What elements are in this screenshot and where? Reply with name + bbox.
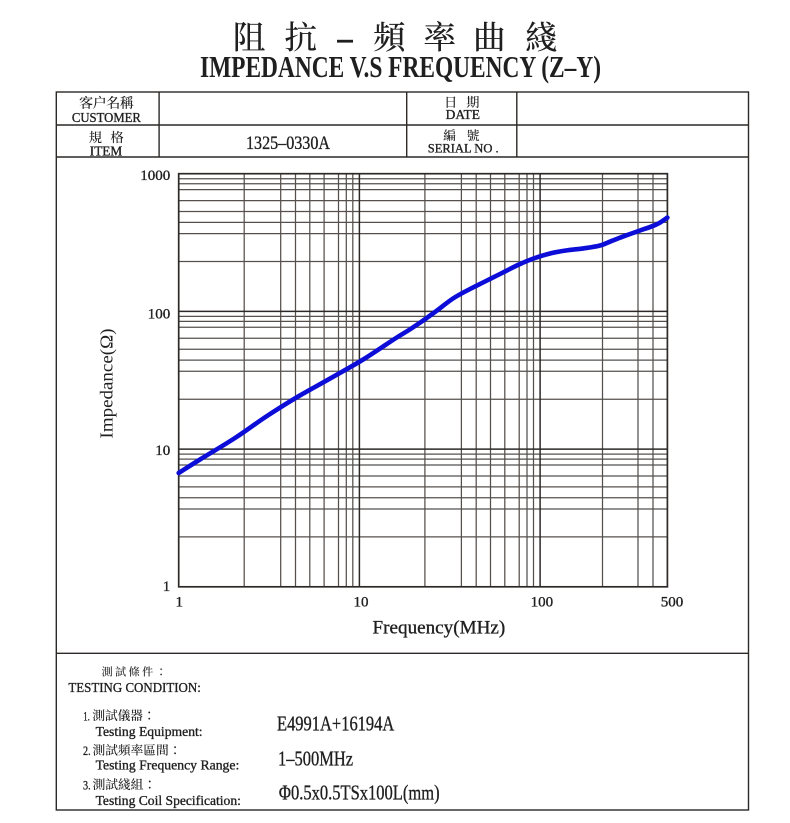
svg-text:SERIAL NO .: SERIAL NO . bbox=[428, 140, 499, 155]
svg-text:CUSTOMER: CUSTOMER bbox=[72, 110, 142, 125]
svg-text:1.: 1. bbox=[83, 709, 90, 724]
svg-text:10: 10 bbox=[155, 443, 170, 459]
svg-text:500: 500 bbox=[661, 594, 684, 610]
svg-text:1325–0330A: 1325–0330A bbox=[246, 133, 330, 154]
svg-text:Impedance(Ω): Impedance(Ω) bbox=[97, 329, 118, 439]
svg-text:1: 1 bbox=[176, 594, 184, 610]
svg-text:Testing Coil Specification:: Testing Coil Specification: bbox=[96, 794, 241, 809]
svg-text:E4991A+16194A: E4991A+16194A bbox=[277, 712, 395, 736]
svg-text:DATE: DATE bbox=[446, 107, 480, 122]
svg-text:IMPEDANCE V.S FREQUENCY (Z–Y): IMPEDANCE V.S FREQUENCY (Z–Y) bbox=[200, 51, 601, 84]
svg-text:Φ0.5x0.5TSx100L(mm): Φ0.5x0.5TSx100L(mm) bbox=[279, 781, 440, 805]
svg-text:100: 100 bbox=[531, 594, 554, 610]
svg-text:1: 1 bbox=[163, 579, 171, 595]
svg-text:1–500MHz: 1–500MHz bbox=[278, 746, 353, 770]
svg-text:1000: 1000 bbox=[140, 168, 170, 184]
svg-text:TESTING CONDITION:: TESTING CONDITION: bbox=[68, 681, 200, 696]
svg-text:3.: 3. bbox=[83, 778, 91, 793]
svg-text:2.: 2. bbox=[83, 743, 91, 758]
svg-text:ITEM: ITEM bbox=[90, 144, 122, 159]
svg-text:Frequency(MHz): Frequency(MHz) bbox=[373, 618, 506, 639]
svg-text:Testing Frequency Range:: Testing Frequency Range: bbox=[96, 758, 240, 773]
svg-text:Testing Equipment:: Testing Equipment: bbox=[96, 725, 203, 740]
svg-text:100: 100 bbox=[148, 306, 171, 322]
svg-text:10: 10 bbox=[354, 594, 369, 610]
